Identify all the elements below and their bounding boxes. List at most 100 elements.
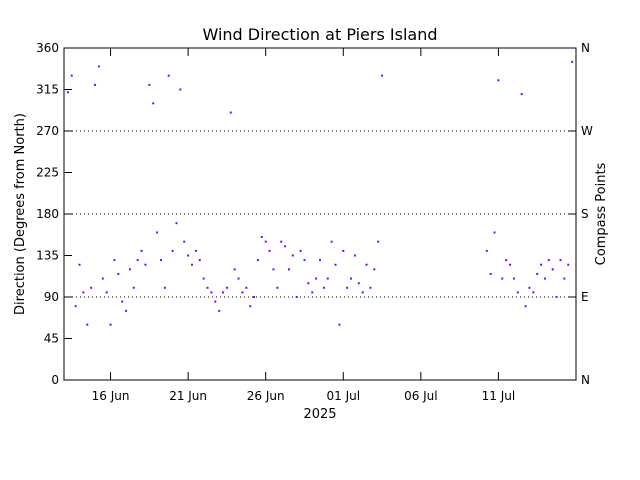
- data-point: [245, 286, 248, 289]
- data-point: [66, 91, 69, 94]
- data-point: [202, 277, 205, 280]
- data-point: [295, 296, 298, 298]
- data-point: [291, 254, 294, 257]
- data-point: [253, 296, 256, 298]
- data-point: [218, 309, 221, 312]
- data-point: [148, 83, 151, 86]
- y-tick-label: 225: [36, 166, 59, 180]
- data-point: [501, 277, 504, 280]
- data-point: [210, 291, 213, 294]
- x-tick-label: 06 Jul: [404, 389, 438, 403]
- data-point: [485, 249, 488, 252]
- data-point: [206, 286, 209, 289]
- data-point: [249, 305, 252, 308]
- x-tick-label: 16 Jun: [92, 389, 130, 403]
- x-axis-ticks: 16 Jun 21 Jun 26 Jun 01 Jul 06 Jul 11 Jul: [92, 48, 516, 403]
- data-point: [326, 277, 329, 280]
- data-point: [303, 259, 306, 262]
- data-point: [225, 286, 228, 289]
- data-points: [66, 60, 574, 326]
- data-point: [509, 263, 512, 266]
- compass-tick-label: S: [581, 207, 589, 221]
- data-point: [516, 291, 519, 294]
- data-point: [70, 74, 73, 77]
- x-tick-label: 26 Jun: [247, 389, 285, 403]
- y-tick-label: 0: [51, 373, 59, 387]
- data-point: [191, 263, 193, 266]
- data-point: [540, 263, 543, 266]
- x-tick-label: 11 Jul: [482, 389, 516, 403]
- data-point: [86, 323, 89, 326]
- data-point: [512, 277, 515, 280]
- y-tick-label: 315: [36, 83, 59, 97]
- data-point: [256, 259, 259, 262]
- chart-title: Wind Direction at Piers Island: [202, 25, 437, 44]
- data-point: [563, 277, 566, 280]
- compass-tick-label: W: [581, 124, 593, 138]
- x-axis-label: 2025: [303, 407, 336, 422]
- compass-tick-label: N: [581, 373, 590, 387]
- data-point: [241, 291, 244, 294]
- data-point: [159, 259, 162, 262]
- data-point: [381, 74, 384, 77]
- y-tick-label: 360: [36, 41, 59, 55]
- data-point: [361, 291, 364, 294]
- data-point: [536, 272, 539, 275]
- data-point: [369, 286, 372, 289]
- data-point: [194, 249, 197, 252]
- y-tick-label: 135: [36, 249, 59, 263]
- data-point: [152, 102, 155, 105]
- data-point: [94, 83, 97, 86]
- data-point: [163, 286, 166, 289]
- data-point: [125, 309, 128, 312]
- data-point: [117, 272, 120, 275]
- data-point: [330, 240, 333, 243]
- data-point: [105, 291, 108, 294]
- data-point: [543, 277, 546, 280]
- compass-tick-label: E: [581, 290, 589, 304]
- data-point: [74, 305, 77, 308]
- data-point: [198, 259, 201, 262]
- data-point: [520, 93, 523, 96]
- data-point: [353, 254, 356, 257]
- data-point: [229, 111, 232, 114]
- data-point: [264, 240, 267, 243]
- data-point: [322, 286, 325, 289]
- data-point: [187, 254, 190, 257]
- data-point: [311, 291, 314, 294]
- compass-axis-ticks: N E S W N: [568, 41, 593, 387]
- data-point: [551, 268, 554, 271]
- y-tick-label: 270: [36, 124, 59, 138]
- y-tick-label: 180: [36, 207, 59, 221]
- data-point: [121, 300, 124, 303]
- data-point: [489, 272, 492, 275]
- data-point: [183, 240, 186, 243]
- data-point: [175, 222, 178, 225]
- data-point: [260, 236, 263, 239]
- data-point: [532, 291, 535, 294]
- data-point: [179, 88, 182, 91]
- data-point: [140, 249, 143, 252]
- data-point: [128, 268, 131, 271]
- y-tick-label: 90: [44, 290, 59, 304]
- data-point: [497, 79, 500, 82]
- data-point: [78, 263, 81, 266]
- data-point: [505, 259, 508, 262]
- data-point: [113, 259, 116, 262]
- data-point: [132, 286, 135, 289]
- data-point: [299, 249, 302, 252]
- data-point: [214, 300, 217, 303]
- compass-axis-label: Compass Points: [594, 162, 609, 265]
- data-point: [222, 291, 225, 294]
- data-point: [350, 277, 353, 280]
- y-tick-label: 45: [44, 332, 59, 346]
- y-axis-label: Direction (Degrees from North): [13, 113, 28, 315]
- reference-lines: [64, 130, 576, 298]
- data-point: [528, 286, 531, 289]
- data-point: [268, 249, 271, 252]
- data-point: [307, 282, 310, 285]
- data-point: [97, 65, 100, 68]
